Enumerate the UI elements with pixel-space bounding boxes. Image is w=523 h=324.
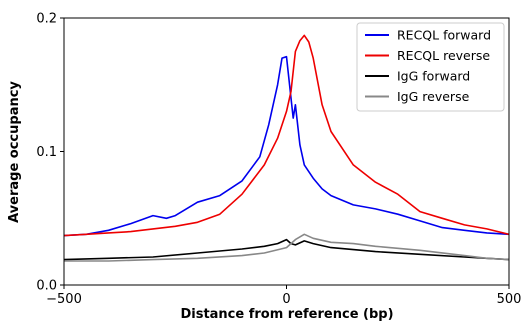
series-line-igg-reverse <box>64 233 510 262</box>
x-tick-label: 0 <box>282 292 290 307</box>
x-axis: −500 0 500 <box>46 285 521 307</box>
legend-label: RECQL reverse <box>397 48 490 63</box>
y-tick-label: 0.2 <box>36 12 57 27</box>
series-line-igg-forward <box>63 238 510 261</box>
y-axis-label: Average occupancy <box>7 81 22 223</box>
x-axis-label: Distance from reference (bp) <box>180 307 393 322</box>
legend-label: IgG reverse <box>397 89 470 104</box>
legend-label: IgG forward <box>397 69 470 84</box>
x-tick-label: −500 <box>46 292 82 307</box>
y-axis: 0.0 0.1 0.2 <box>36 12 64 294</box>
series-layer <box>63 34 510 262</box>
y-tick-label: 0.0 <box>36 279 57 294</box>
series-line-recql-forward <box>63 55 510 237</box>
legend: RECQL forward RECQL reverse IgG forward IgG… <box>356 22 505 112</box>
series-line-recql-reverse <box>63 34 510 237</box>
legend-label: RECQL forward <box>397 28 491 43</box>
legend-box <box>356 22 505 112</box>
x-tick-label: 500 <box>497 292 522 307</box>
y-tick-label: 0.1 <box>36 145 57 160</box>
